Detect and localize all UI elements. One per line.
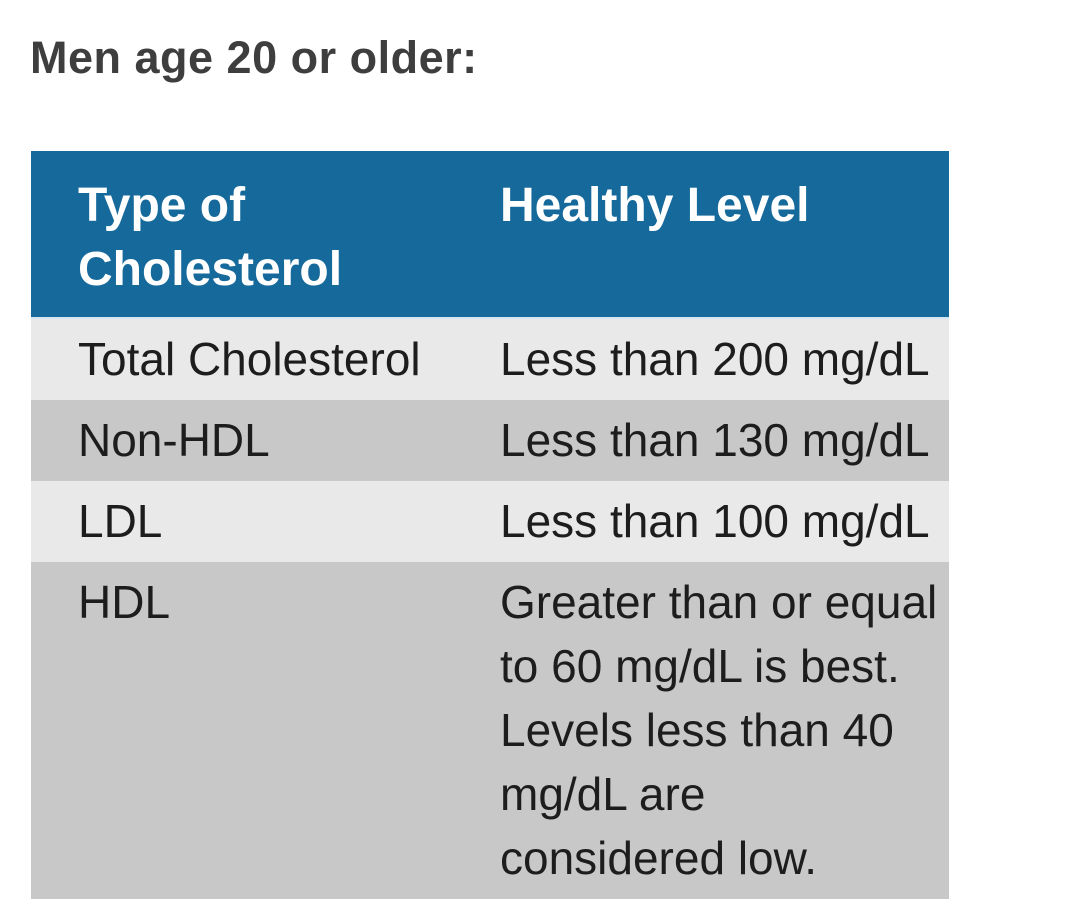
column-header-type-of-cholesterol: Type of Cholesterol	[31, 151, 453, 319]
table-row-ldl: LDL Less than 100 mg/dL	[31, 481, 949, 562]
cell-type-non-hdl: Non-HDL	[78, 414, 270, 466]
page-heading: Men age 20 or older:	[30, 32, 478, 83]
cell-type-total-cholesterol: Total Cholesterol	[78, 333, 421, 385]
table-row-hdl: HDL Greater than or equal to 60 mg/dL is…	[31, 562, 949, 899]
cell-level-non-hdl: Less than 130 mg/dL	[500, 414, 930, 466]
cell-level-hdl: Greater than or equal to 60 mg/dL is bes…	[500, 576, 938, 884]
table-header-row: Type of Cholesterol Healthy Level	[31, 151, 949, 319]
column-header-healthy-level: Healthy Level	[453, 151, 949, 319]
cell-level-total-cholesterol: Less than 200 mg/dL	[500, 333, 930, 385]
table-row-total-cholesterol: Total Cholesterol Less than 200 mg/dL	[31, 318, 949, 400]
table-row-non-hdl: Non-HDL Less than 130 mg/dL	[31, 400, 949, 481]
cell-type-hdl: HDL	[78, 576, 171, 628]
cholesterol-table: Type of Cholesterol Healthy Level Total …	[31, 151, 949, 899]
cell-type-ldl: LDL	[78, 495, 163, 547]
cell-level-ldl: Less than 100 mg/dL	[500, 495, 930, 547]
